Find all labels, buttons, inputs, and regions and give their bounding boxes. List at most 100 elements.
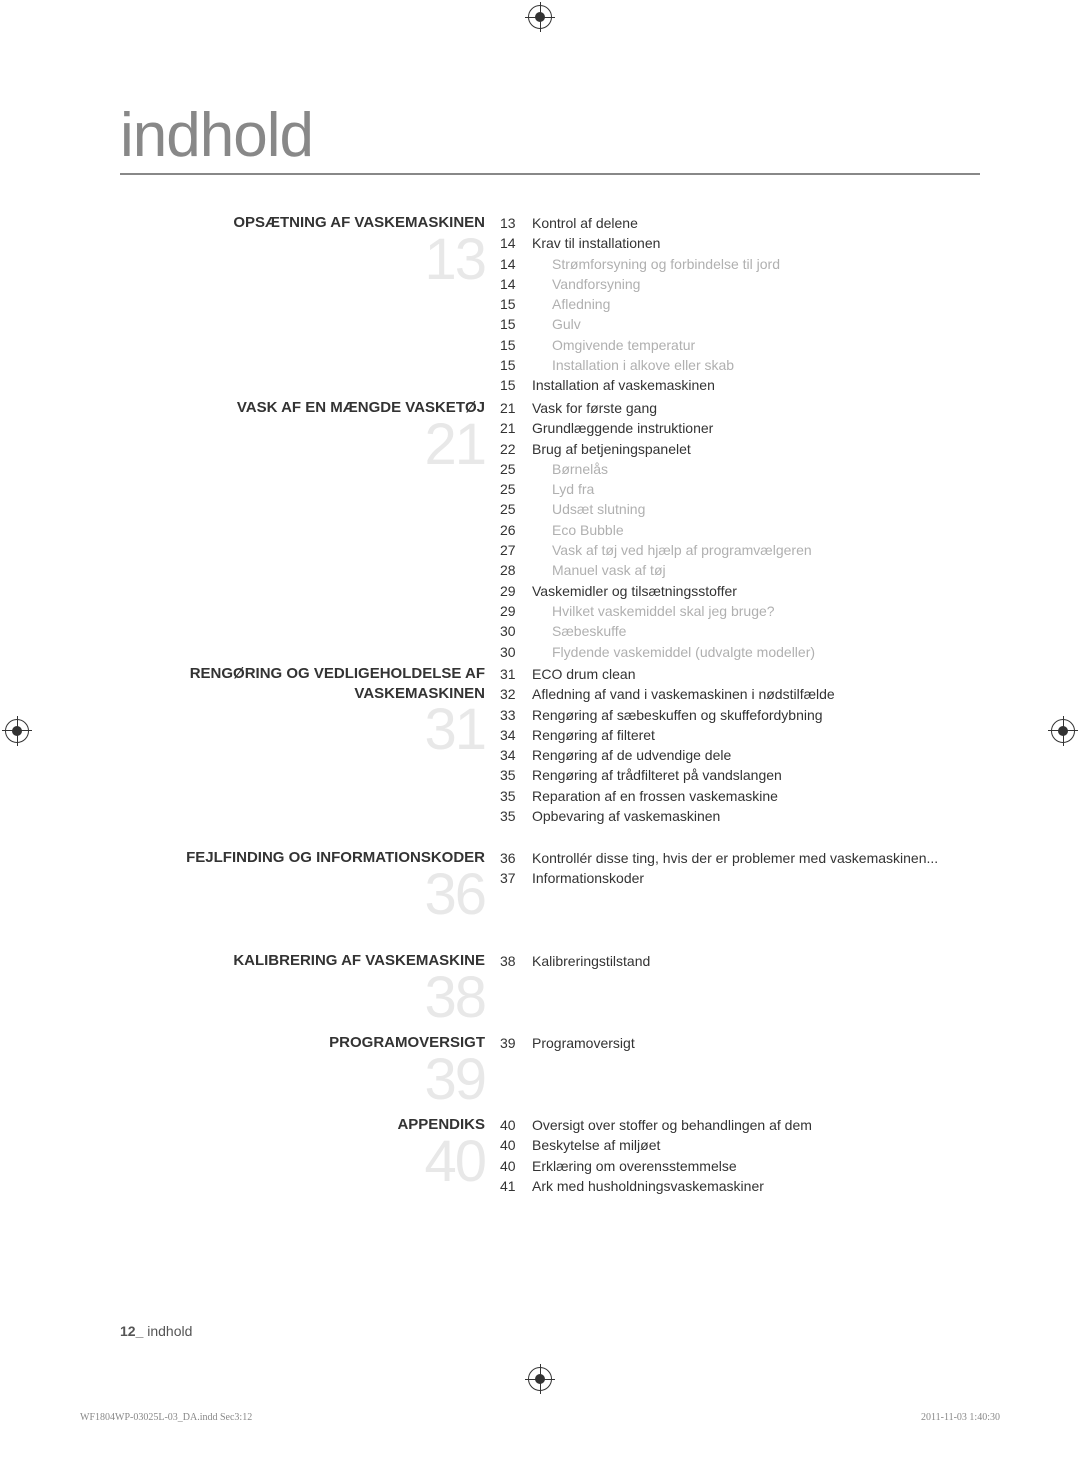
toc-entry-text: Afledning af vand i vaskemaskinen i nøds… [532, 684, 835, 704]
toc-section-entries: 38Kalibreringstilstand [500, 951, 980, 1033]
registration-mark-top [528, 5, 552, 29]
toc-entry: 40Beskytelse af miljøet [500, 1135, 980, 1155]
page-footer: 12_ indhold [120, 1323, 192, 1339]
toc-entry-text: Programoversigt [532, 1033, 635, 1053]
toc-entry-page: 15 [500, 355, 532, 375]
toc-entry: 35Opbevaring af vaskemaskinen [500, 806, 980, 826]
toc-entry-text: Rengøring af sæbeskuffen og skuffefordyb… [532, 705, 823, 725]
toc-entry: 40Oversigt over stoffer og behandlingen … [500, 1115, 980, 1135]
toc-entry-page: 40 [500, 1135, 532, 1155]
toc-section-big-number: 13 [120, 235, 485, 284]
toc-section-entries: 39Programoversigt [500, 1033, 980, 1115]
toc-entry: 15Installation af vaskemaskinen [500, 375, 980, 395]
toc-right-column: 13Kontrol af delene14Krav til installati… [500, 213, 980, 1215]
toc-entry-text: ECO drum clean [532, 664, 635, 684]
toc-left-column: OPSÆTNING AF VASKEMASKINEN13VASK AF EN M… [120, 213, 500, 1215]
toc-entry-page: 33 [500, 705, 532, 725]
toc-entry-text: Lyd fra [532, 479, 594, 499]
toc-entry-page: 25 [500, 459, 532, 479]
print-file-name: WF1804WP-03025L-03_DA.indd Sec3:12 [80, 1412, 252, 1423]
toc-entry: 38Kalibreringstilstand [500, 951, 980, 971]
toc-entry-page: 35 [500, 786, 532, 806]
page-title: indhold [120, 100, 980, 175]
toc-entry-text: Installation af vaskemaskinen [532, 375, 715, 395]
toc-entry-text: Vask for første gang [532, 398, 657, 418]
toc-entry: 35Rengøring af trådfilteret på vandslang… [500, 765, 980, 785]
toc-entry-page: 14 [500, 254, 532, 274]
toc-entry-page: 14 [500, 233, 532, 253]
toc-section-heading-block: OPSÆTNING AF VASKEMASKINEN13 [120, 213, 485, 398]
toc-entry-page: 37 [500, 868, 532, 888]
toc-section-entries: 21Vask for første gang21Grundlæggende in… [500, 398, 980, 664]
toc-entry-page: 35 [500, 765, 532, 785]
toc-entry-text: Gulv [532, 314, 581, 334]
toc-entry: 26Eco Bubble [500, 520, 980, 540]
toc-entry-page: 35 [500, 806, 532, 826]
toc-entry-page: 14 [500, 274, 532, 294]
toc-entry-page: 26 [500, 520, 532, 540]
footer-page-number: 12_ [120, 1323, 143, 1339]
toc-entry-text: Reparation af en frossen vaskemaskine [532, 786, 778, 806]
toc-entry: 22Brug af betjeningspanelet [500, 439, 980, 459]
toc-entry-text: Informationskoder [532, 868, 644, 888]
toc-entry: 21Vask for første gang [500, 398, 980, 418]
toc-entry-text: Eco Bubble [532, 520, 624, 540]
toc-entry-page: 13 [500, 213, 532, 233]
toc-entry: 29Hvilket vaskemiddel skal jeg bruge? [500, 601, 980, 621]
toc-entry-text: Rengøring af filteret [532, 725, 655, 745]
toc-entry: 15Gulv [500, 314, 980, 334]
toc-entry-text: Manuel vask af tøj [532, 560, 666, 580]
toc-entry: 15Omgivende temperatur [500, 335, 980, 355]
print-footer: WF1804WP-03025L-03_DA.indd Sec3:12 2011-… [80, 1412, 1000, 1423]
toc-entry-text: Rengøring af trådfilteret på vandslangen [532, 765, 782, 785]
toc-entry: 28Manuel vask af tøj [500, 560, 980, 580]
toc-entry-page: 34 [500, 745, 532, 765]
table-of-contents: OPSÆTNING AF VASKEMASKINEN13VASK AF EN M… [120, 213, 980, 1215]
toc-entry-page: 22 [500, 439, 532, 459]
toc-section-big-number: 36 [120, 870, 485, 919]
toc-entry-text: Vask af tøj ved hjælp af programvælgeren [532, 540, 812, 560]
toc-section-heading-block: APPENDIKS40 [120, 1115, 485, 1215]
toc-entry: 30Sæbeskuffe [500, 621, 980, 641]
registration-mark-bottom [528, 1367, 552, 1391]
toc-entry-page: 25 [500, 499, 532, 519]
toc-entry-page: 29 [500, 601, 532, 621]
toc-entry-page: 40 [500, 1115, 532, 1135]
toc-section-entries: 40Oversigt over stoffer og behandlingen … [500, 1115, 980, 1215]
toc-entry-text: Kalibreringstilstand [532, 951, 650, 971]
toc-entry-text: Udsæt slutning [532, 499, 645, 519]
toc-entry-page: 32 [500, 684, 532, 704]
toc-entry: 30Flydende vaskemiddel (udvalgte modelle… [500, 642, 980, 662]
toc-entry: 34Rengøring af de udvendige dele [500, 745, 980, 765]
toc-entry-text: Opbevaring af vaskemaskinen [532, 806, 720, 826]
toc-entry-page: 31 [500, 664, 532, 684]
registration-mark-right [1051, 719, 1075, 743]
toc-entry: 36Kontrollér disse ting, hvis der er pro… [500, 848, 980, 868]
toc-entry: 25Børnelås [500, 459, 980, 479]
toc-entry: 13Kontrol af delene [500, 213, 980, 233]
toc-entry-page: 34 [500, 725, 532, 745]
toc-entry-text: Beskytelse af miljøet [532, 1135, 660, 1155]
toc-entry-text: Omgivende temperatur [532, 335, 695, 355]
toc-entry: 37Informationskoder [500, 868, 980, 888]
toc-entry: 15Installation i alkove eller skab [500, 355, 980, 375]
toc-entry-page: 38 [500, 951, 532, 971]
toc-entry-text: Krav til installationen [532, 233, 660, 253]
page-content: indhold OPSÆTNING AF VASKEMASKINEN13VASK… [120, 100, 980, 1331]
toc-entry-text: Strømforsyning og forbindelse til jord [532, 254, 780, 274]
toc-entry-text: Afledning [532, 294, 610, 314]
toc-section-heading-block: FEJLFINDING OG INFORMATIONSKODER36 [120, 848, 485, 951]
toc-entry-text: Oversigt over stoffer og behandlingen af… [532, 1115, 812, 1135]
toc-entry-text: Flydende vaskemiddel (udvalgte modeller) [532, 642, 815, 662]
toc-entry-text: Erklæring om overensstemmelse [532, 1156, 737, 1176]
toc-entry-page: 30 [500, 642, 532, 662]
toc-entry-page: 41 [500, 1176, 532, 1196]
toc-entry-page: 21 [500, 398, 532, 418]
toc-entry-text: Installation i alkove eller skab [532, 355, 734, 375]
toc-entry: 14Vandforsyning [500, 274, 980, 294]
toc-section-big-number: 40 [120, 1137, 485, 1186]
toc-section-heading-block: RENGØRING OG VEDLIGEHOLDELSE AF VASKEMAS… [120, 664, 485, 848]
toc-entry: 14Krav til installationen [500, 233, 980, 253]
toc-entry-page: 29 [500, 581, 532, 601]
toc-section-entries: 36Kontrollér disse ting, hvis der er pro… [500, 848, 980, 951]
